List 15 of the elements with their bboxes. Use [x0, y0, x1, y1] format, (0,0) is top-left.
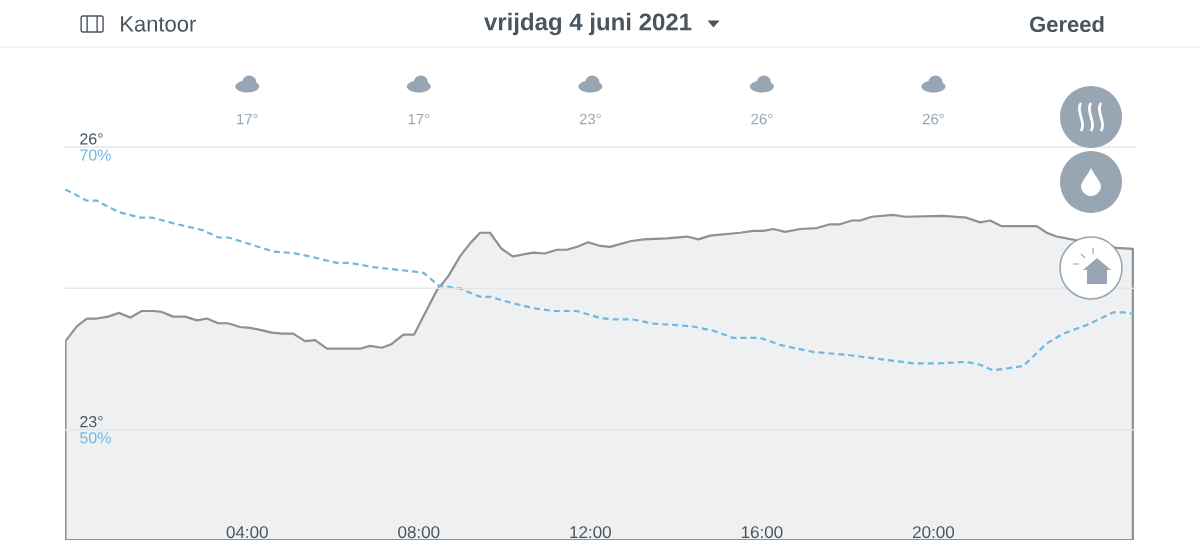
- text: Gereed: [1030, 15, 1104, 33]
- x-tick-label: 08:00: [398, 526, 440, 539]
- text: 23°: [579, 113, 601, 125]
- x-tick-label: 16:00: [741, 526, 783, 539]
- x-tick-label: 12:00: [570, 526, 611, 539]
- y2-tick-label: 50%: [80, 432, 111, 444]
- text: 26°: [922, 113, 944, 125]
- text: Kantoor: [121, 16, 196, 32]
- y2-tick-label: 70%: [80, 149, 111, 161]
- text: 17°: [408, 113, 430, 125]
- chart-title: vrijdag 4 juni 2021: [484, 12, 692, 36]
- text: 26°: [751, 113, 773, 125]
- x-tick-label: 20:00: [913, 526, 955, 539]
- x-tick-label: 04:00: [226, 526, 268, 539]
- text: 17°: [237, 113, 258, 125]
